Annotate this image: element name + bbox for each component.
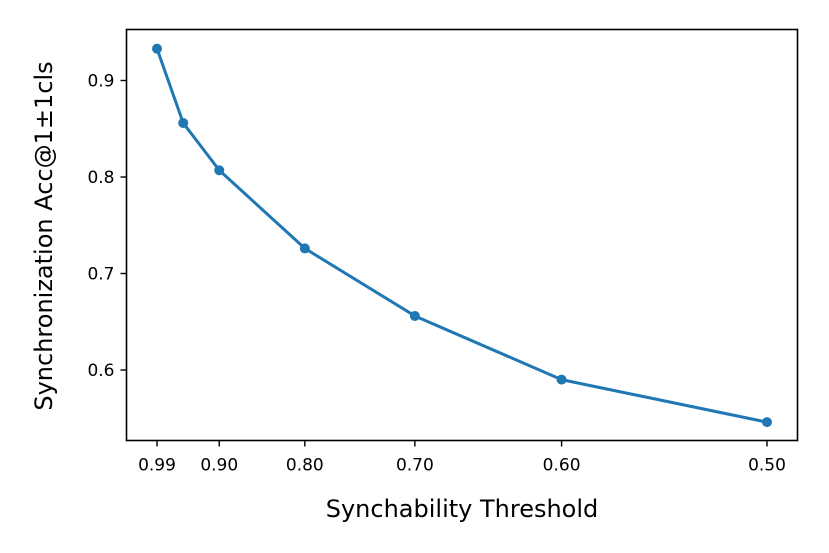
data-point (299, 243, 310, 254)
x-tick-label: 0.50 (748, 456, 786, 476)
data-point (178, 117, 189, 128)
x-tick-label: 0.90 (200, 456, 238, 476)
data-point (556, 374, 567, 385)
data-point (409, 310, 420, 321)
data-point (152, 43, 162, 54)
x-tick-label: 0.80 (286, 456, 324, 476)
x-tick-label: 0.99 (138, 456, 176, 476)
data-point (762, 417, 772, 428)
data-point (214, 165, 225, 176)
series-line (155, 47, 769, 424)
y-axis-label: Synchronization Acc@1±1cls (30, 61, 58, 410)
plot-frame (125, 28, 799, 442)
y-tick-label: 0.6 (87, 361, 114, 381)
y-tick-label: 0.8 (87, 168, 114, 188)
y-tick-label: 0.9 (87, 72, 114, 92)
x-tick-label: 0.60 (543, 456, 581, 476)
x-axis-label: Synchability Threshold (326, 495, 599, 523)
y-tick-label: 0.7 (87, 265, 114, 285)
x-tick-label: 0.70 (396, 456, 434, 476)
